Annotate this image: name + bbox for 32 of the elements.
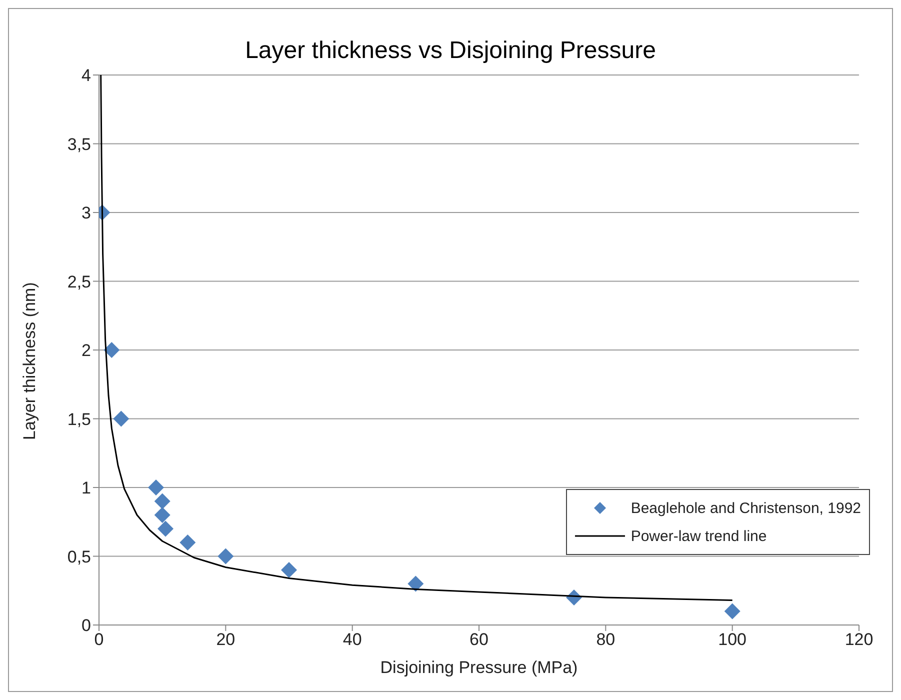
x-axis-title: Disjoining Pressure (MPa) (380, 658, 578, 678)
point (218, 548, 234, 564)
point (281, 562, 297, 578)
point (180, 534, 196, 550)
legend-label: Power-law trend line (630, 528, 767, 544)
x-tick-label: 100 (718, 630, 747, 650)
x-tick-label: 0 (94, 630, 104, 650)
y-tick-label: 4 (82, 66, 91, 86)
x-tick-label: 120 (844, 630, 874, 650)
y-axis-title: Layer thickness (nm) (20, 282, 40, 440)
point (148, 480, 164, 496)
x-tick-label: 40 (342, 630, 362, 650)
x-tick-label: 20 (216, 630, 236, 650)
point (154, 493, 170, 510)
point (158, 520, 174, 537)
x-tick-label: 80 (596, 630, 616, 650)
point (408, 576, 424, 592)
point (154, 507, 170, 523)
y-tick-label: 1 (82, 478, 91, 498)
chart-title: Layer thickness vs Disjoining Pressure (244, 37, 657, 65)
point (104, 342, 120, 358)
y-tick-label: 1,5 (67, 410, 91, 429)
y-tick-label: 3,5 (67, 134, 91, 154)
y-tick-label: 2,5 (67, 272, 91, 292)
y-tick-label: 0 (82, 616, 91, 636)
point (113, 410, 130, 427)
y-tick-label: 3 (82, 204, 91, 223)
y-tick-label: 0,5 (67, 547, 91, 566)
x-tick-label: 60 (470, 630, 488, 650)
point (724, 603, 740, 620)
legend-label: Beaglehole and Christenson, 1992 (630, 500, 861, 516)
y-tick-label: 2 (82, 341, 91, 360)
